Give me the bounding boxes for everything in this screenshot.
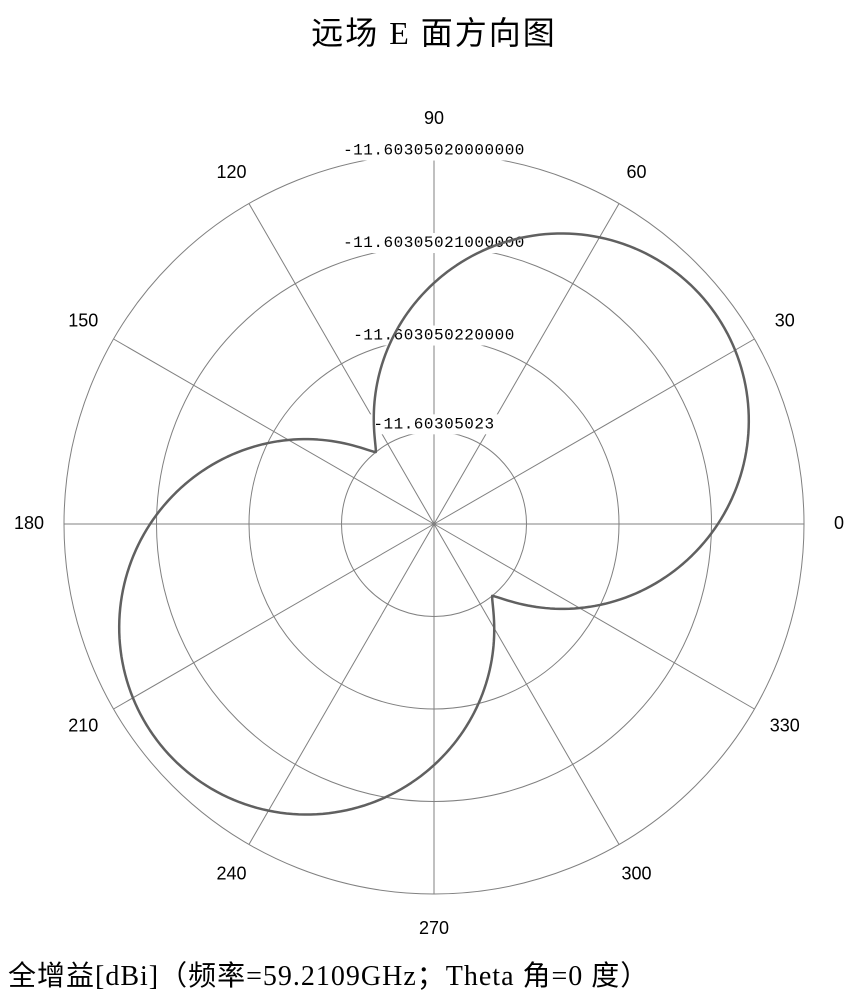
svg-text:180: 180 [14,513,44,533]
svg-text:0: 0 [834,513,844,533]
polar-chart: 0 30 60 90 120 150 180 210 240 270 300 330 -11.60305… [0,54,868,954]
svg-text:-11.60305023: -11.60305023 [373,415,494,433]
svg-text:150: 150 [68,310,98,330]
svg-text:-11.603050220000: -11.603050220000 [353,327,515,345]
svg-text:30: 30 [775,310,795,330]
svg-text:300: 300 [621,863,651,883]
chart-caption: 全增益[dBi]（频率=59.2109GHz；Theta 角=0 度） [0,954,868,994]
svg-text:-11.60305021000000: -11.60305021000000 [343,234,525,252]
svg-text:-11.60305020000000: -11.60305020000000 [343,142,525,160]
svg-text:240: 240 [216,863,246,883]
svg-text:120: 120 [216,162,246,182]
svg-text:330: 330 [770,715,800,735]
svg-text:210: 210 [68,715,98,735]
svg-text:270: 270 [419,918,449,938]
svg-text:60: 60 [626,162,646,182]
chart-title: 远场 E 面方向图 [0,0,868,54]
svg-text:90: 90 [424,108,444,128]
